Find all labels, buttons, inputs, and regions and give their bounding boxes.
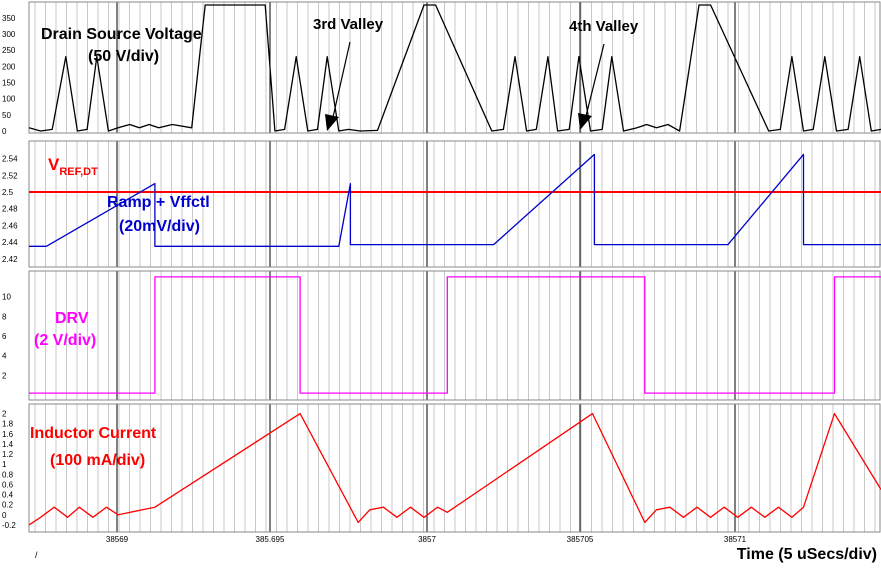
y-tick-label: 0 [2,127,7,136]
drv-trace [29,276,881,394]
y-tick-label: 8 [2,312,7,321]
x-axis-title: Time (5 uSecs/div) [737,546,877,563]
x-tick-label: 385.695 [256,535,285,544]
inductor-title: Inductor Current [30,425,157,442]
y-tick-label: 2.5 [2,188,14,197]
third-valley-arrow [330,41,351,127]
drain-source-voltage-trace [28,4,881,132]
grid-lines [34,2,876,532]
y-tick-label: 1.6 [2,430,14,439]
fourth-valley-label: 4th Valley [569,18,639,35]
x-tick-label: 38571 [724,535,747,544]
y-tick-label: 2.54 [2,155,18,164]
y-tick-label: 1.4 [2,440,14,449]
y-tick-label: -0.2 [2,521,16,530]
y-tick-label: 50 [2,111,11,120]
drv-title: DRV [55,310,89,327]
y-tick-label: 0 [2,511,7,520]
stray-mark: / [35,550,38,560]
drain-source-title: Drain Source Voltage [41,26,202,43]
fourth-valley-arrow [583,43,605,125]
vref-main: V [48,155,60,174]
y-tick-label: 2 [2,410,7,419]
y-tick-label: 0.8 [2,470,14,479]
y-tick-label: 0.2 [2,501,14,510]
y-tick-label: 100 [2,95,16,104]
panel-frame [28,140,881,268]
vref-dt-label: VREF,DT [48,155,98,178]
panel-frame [28,1,881,134]
ramp-scale: (20mV/div) [119,218,200,235]
y-tick-label: 10 [2,293,11,302]
drv-scale: (2 V/div) [34,332,96,349]
x-tick-label: 38569 [106,535,129,544]
third-valley-label: 3rd Valley [313,16,384,33]
y-tick-label: 6 [2,332,7,341]
y-tick-label: 350 [2,14,16,23]
drain-source-scale: (50 V/div) [88,48,159,65]
inductor-current-trace [28,412,881,526]
y-tick-label: 2.48 [2,205,18,214]
y-tick-label: 200 [2,62,16,71]
waveform-traces [28,4,881,526]
y-tick-label: 2.42 [2,255,18,264]
fourth-valley-arrowhead [578,113,592,130]
vref-subscript: REF,DT [59,166,98,178]
ramp-vffctl-trace [29,153,881,247]
panel-frame [28,403,881,533]
third-valley-arrowhead [325,114,339,131]
y-tick-label: 250 [2,46,16,55]
y-tick-label: 150 [2,79,16,88]
y-tick-label: 1.2 [2,450,14,459]
inductor-scale: (100 mA/div) [50,452,145,469]
y-tick-label: 0.4 [2,491,14,500]
panel-frames [28,1,881,533]
y-tick-label: 2.46 [2,221,18,230]
y-tick-label: 4 [2,352,7,361]
y-tick-label: 2 [2,371,7,380]
y-tick-label: 2.52 [2,171,18,180]
y-tick-label: 1.8 [2,420,14,429]
y-tick-label: 2.44 [2,238,18,247]
y-tick-label: 0.6 [2,480,14,489]
y-tick-label: 1 [2,460,7,469]
x-tick-label: 3857 [418,535,436,544]
y-tick-label: 300 [2,30,16,39]
ramp-title: Ramp + Vffctl [107,194,210,211]
panel-frame [28,270,881,401]
tick-labels: 0501001502002503003502.422.442.462.482.5… [2,14,747,544]
x-tick-label: 385705 [567,535,594,544]
